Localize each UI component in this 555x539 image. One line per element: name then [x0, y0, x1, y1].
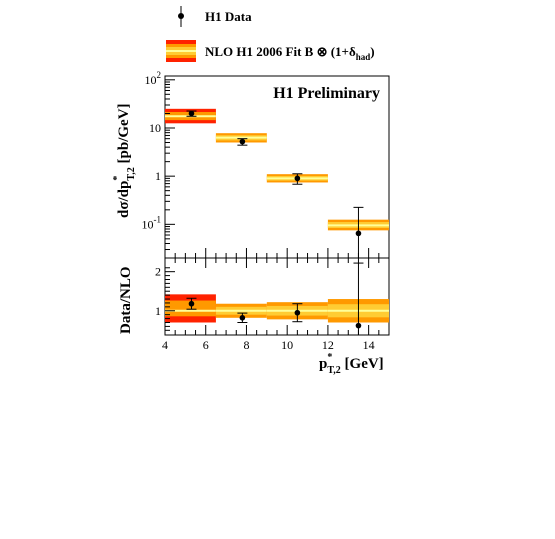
y-axis-ticks-ratio: 12	[155, 265, 175, 331]
ratio-ytick-label: 1	[155, 304, 161, 318]
top-point-2	[294, 175, 301, 182]
y-axis-label-ratio: Data/NLO	[118, 267, 134, 335]
ratio-panel: 12 4 6 8 10 12 14 Data/NLO p* T,2 [GeV]	[118, 257, 390, 376]
ratio-point-2	[294, 309, 301, 316]
top-ytick-label: 1	[155, 169, 161, 183]
legend-data-label: H1 Data	[205, 9, 252, 24]
y-axis-label-top: dσ/dp* T,2 [pb/GeV]	[112, 103, 137, 218]
x-tick-label: 14	[363, 338, 375, 352]
x-axis-ticks-ratio: 4 6 8 10 12 14	[162, 258, 390, 352]
ratio-point-1	[239, 315, 246, 321]
legend: H1 Data NLO H1 2006 Fit B ⊗ (1+δhad)	[166, 6, 375, 62]
top-frame	[164, 75, 390, 259]
y-axis-ticks-top: 10-1 1 10 102	[142, 70, 175, 259]
legend-data-marker	[178, 6, 184, 27]
data-points-top	[186, 110, 364, 258]
x-tick-label: 4	[162, 338, 168, 352]
nlo-bands-ratio	[165, 294, 389, 323]
panel-title: H1 Preliminary	[273, 85, 380, 102]
top-point-1	[239, 138, 246, 145]
ratio-point-0	[188, 300, 195, 307]
data-points-ratio	[186, 262, 364, 335]
x-tick-label: 8	[243, 338, 249, 352]
top-ytick-label: 10	[149, 121, 161, 135]
x-axis-ticks-top	[164, 248, 390, 258]
top-point-3	[355, 230, 362, 237]
legend-nlo-label: NLO H1 2006 Fit B ⊗ (1+δhad)	[205, 44, 375, 62]
x-axis-label: p* T,2 [GeV]	[319, 352, 384, 376]
cross-section-panel: H1 Preliminary 10-1 1 10 102 dσ/dp* T,2 [pb/…	[112, 70, 390, 259]
ratio-band-inner-0	[165, 300, 216, 317]
ratio-ytick-label: 2	[155, 265, 161, 279]
legend-nlo-swatch	[166, 40, 196, 62]
x-tick-label: 12	[322, 338, 334, 352]
top-point-0	[188, 110, 195, 117]
x-tick-label: 10	[281, 338, 293, 352]
top-ytick-label: 10-1	[142, 214, 162, 231]
ratio-point-3	[355, 322, 362, 329]
nlo-bands-top	[165, 108, 389, 231]
top-ytick-label: 102	[145, 70, 162, 87]
x-tick-label: 6	[203, 338, 209, 352]
